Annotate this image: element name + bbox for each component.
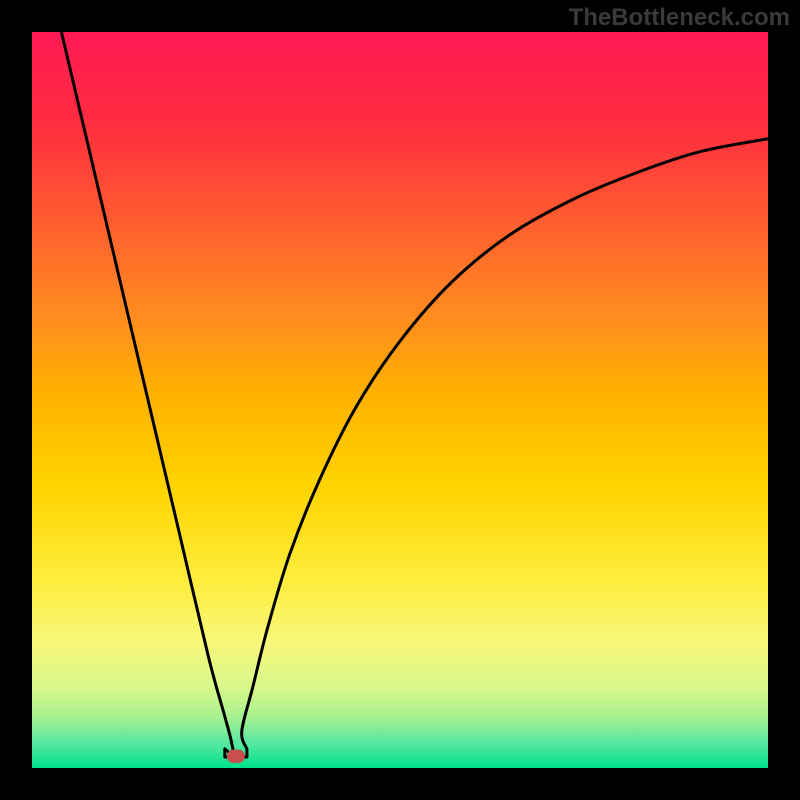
chart-container: { "watermark": { "text": "TheBottleneck.… (0, 0, 800, 800)
minimum-marker (227, 750, 245, 763)
bottleneck-chart (0, 0, 800, 800)
watermark-text: TheBottleneck.com (569, 4, 790, 32)
gradient-background (32, 32, 768, 768)
